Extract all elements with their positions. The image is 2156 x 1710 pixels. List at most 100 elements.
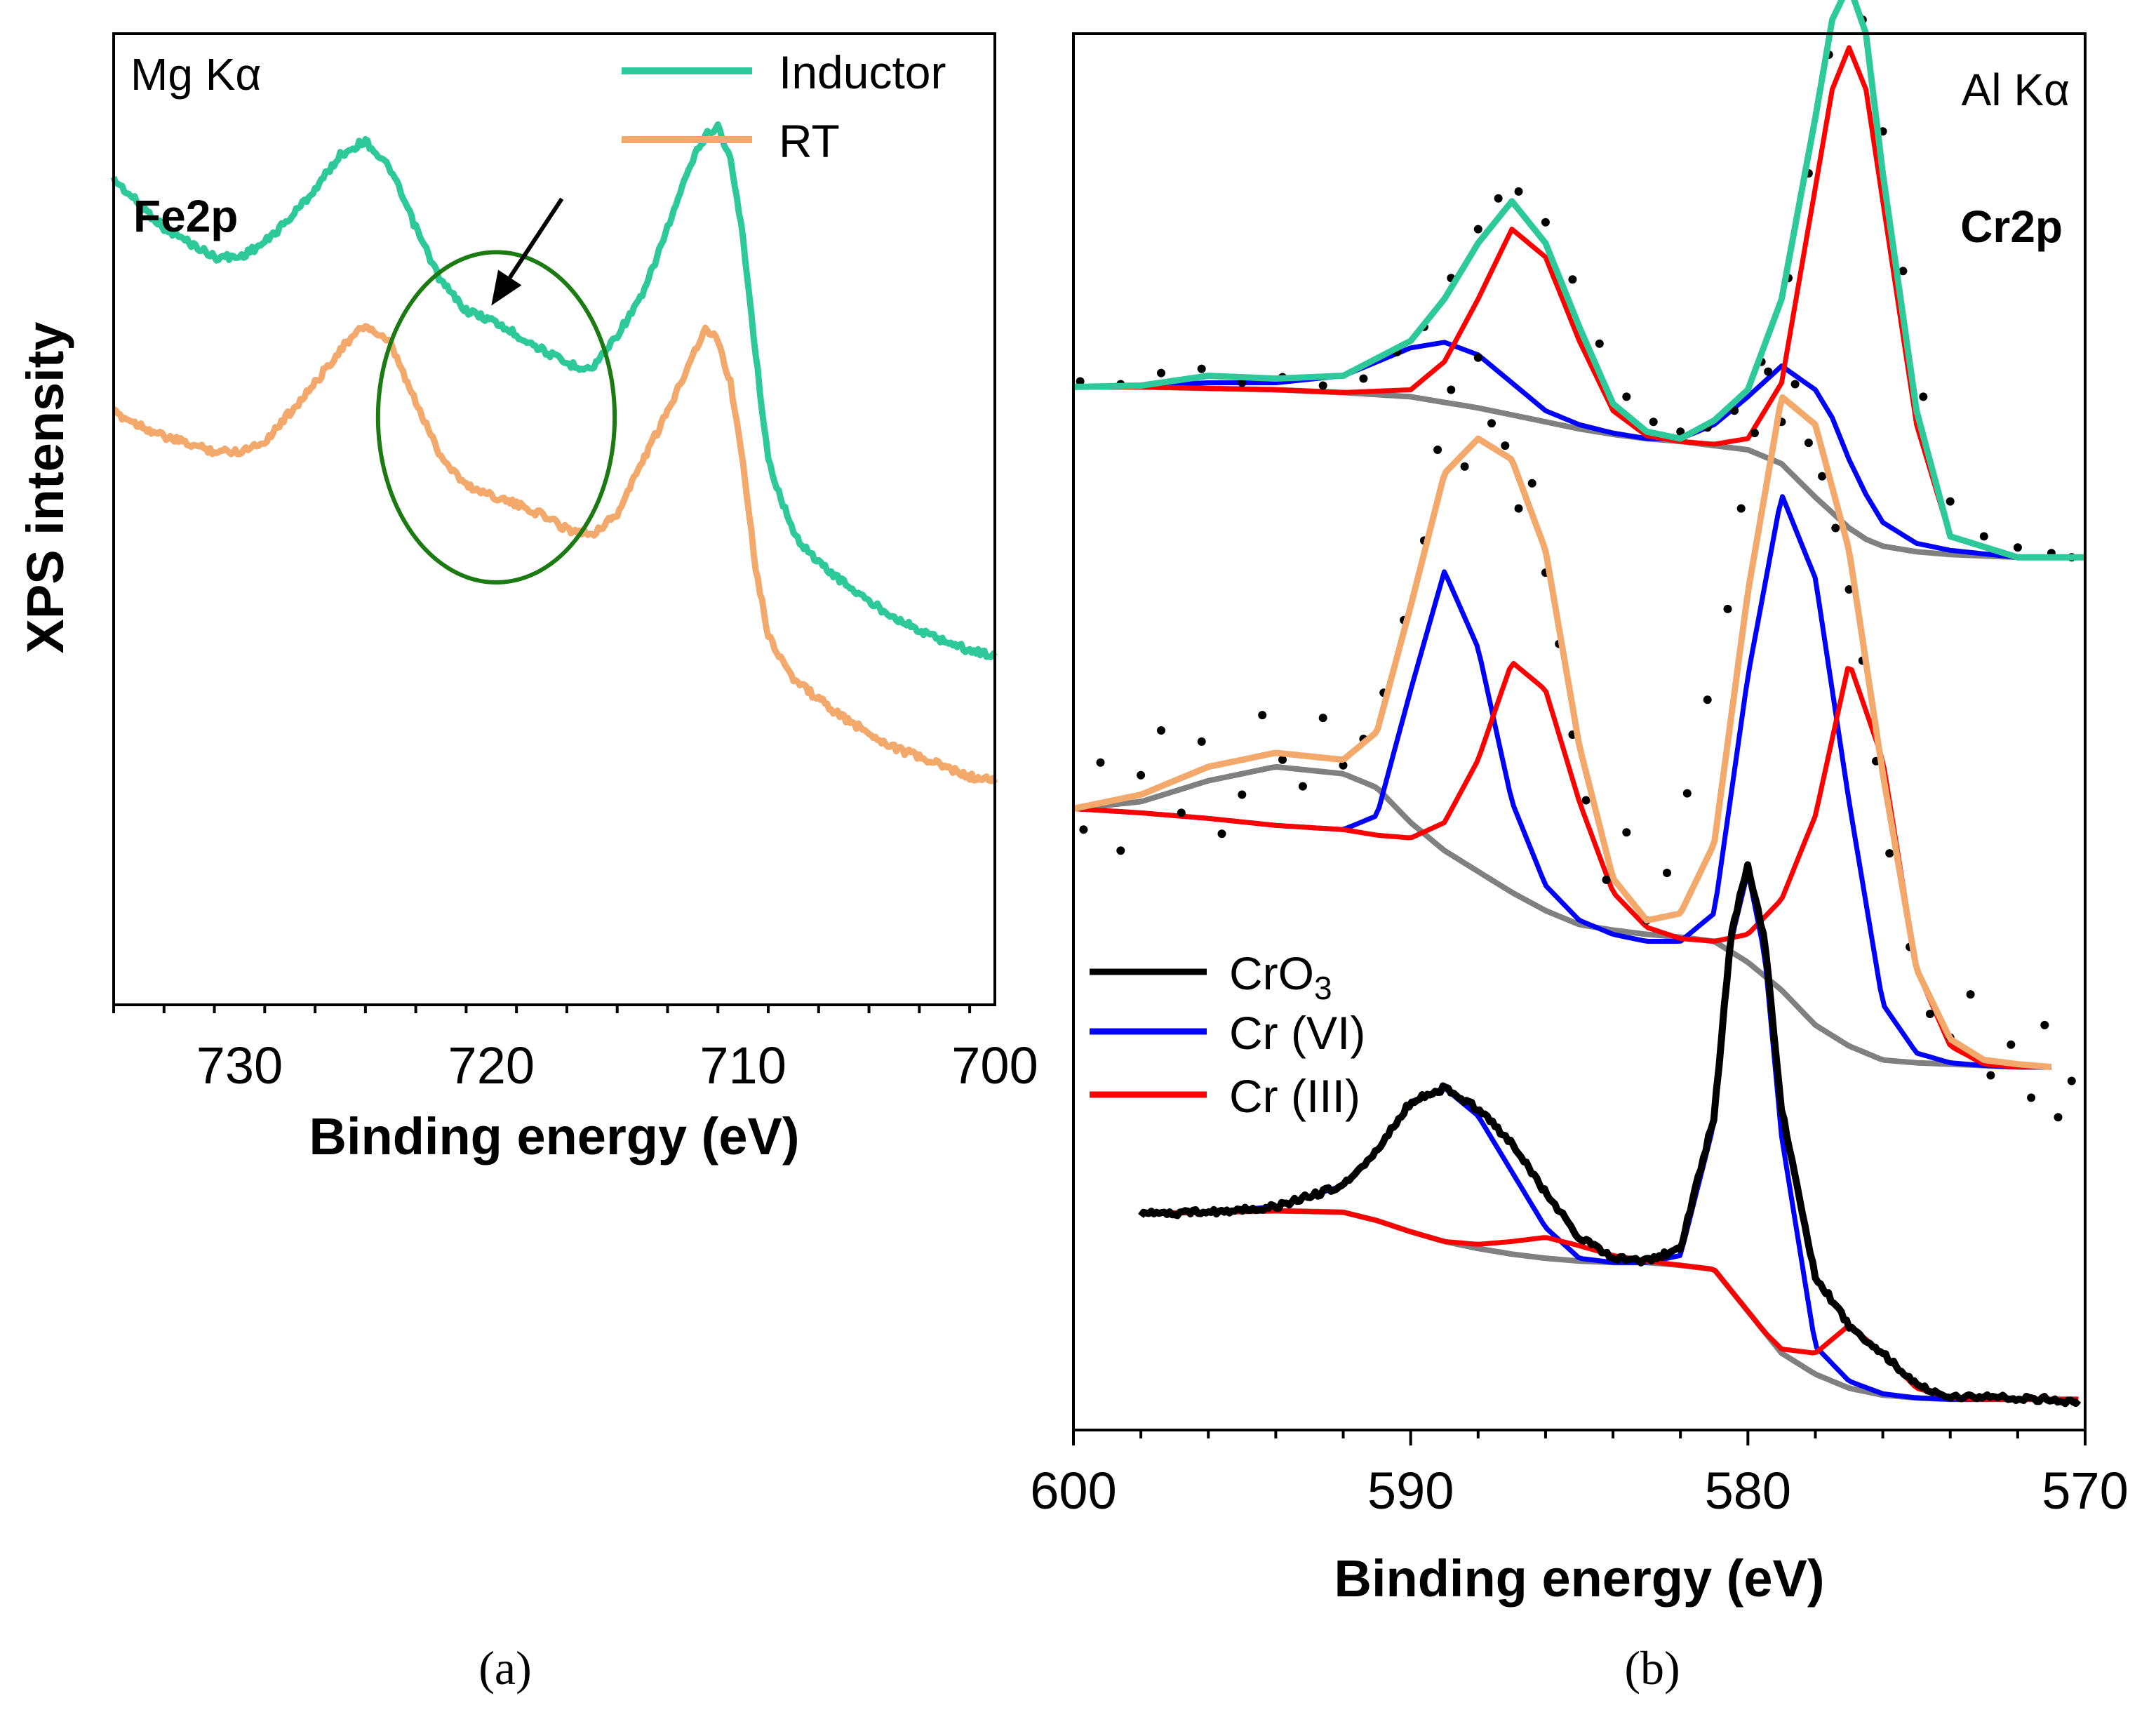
panel-b-xtick-label: 570 [2042, 1462, 2128, 1520]
panel-a-xtick-label: 720 [448, 1036, 535, 1095]
spectrum-0-data-point [1541, 218, 1550, 227]
spectrum-1-data-point [1663, 869, 1671, 877]
panel-a-xlabel: Binding energy (eV) [309, 1107, 800, 1165]
spectrum-1-data-point [1298, 782, 1307, 791]
panel-a-region-label: Fe2p [133, 191, 238, 241]
series-rt-line [112, 323, 998, 784]
spectrum-0-data-point [1359, 374, 1368, 383]
spectrum-1-data-point [1501, 441, 1510, 450]
legend-label-cr-vi: Cr (VI) [1229, 1007, 1365, 1059]
spectrum-1-data-point [1527, 479, 1536, 488]
spectrum-1-data-point [1790, 380, 1800, 389]
spectrum-1-data-point [1137, 770, 1146, 780]
spectrum-1-data-point [1278, 755, 1287, 764]
legend-label-inductor: Inductor [779, 46, 946, 98]
legend-label-cro3: CrO3 [1229, 947, 1332, 1006]
spectrum-1-data-point [1447, 385, 1456, 394]
spectrum-2 [1138, 861, 2082, 1408]
spectrum-0-data-point [1197, 364, 1206, 373]
spectrum-1 [1073, 353, 2076, 1122]
panel-b-source-label: Al Kα [1962, 65, 2070, 115]
spectrum-1-data-point [1844, 585, 1854, 594]
panel-b-spectra [1073, 0, 2086, 1408]
spectrum-0-data-point [2013, 543, 2022, 552]
spectrum-0-data-point [1676, 427, 1685, 436]
spectrum-1-data-point [1602, 875, 1611, 884]
legend-label-cro3-main: CrO [1229, 947, 1314, 999]
spectrum-0-data-point [1318, 381, 1327, 390]
spectrum-0-data-point [1946, 497, 1955, 506]
spectrum-0-data-point [1979, 532, 1988, 541]
panel-b-xtick-label: 580 [1705, 1462, 1791, 1520]
panel-b-frame [1072, 32, 2087, 1431]
spectrum-1-data-point [1473, 353, 1482, 362]
panel-b-legend: CrO3 Cr (VI) Cr (III) [1090, 947, 1365, 1122]
spectrum-1-data-point [1217, 829, 1226, 839]
spectrum-1-envelope [1073, 394, 2052, 1071]
panel-a-series [110, 121, 998, 784]
spectrum-1-data-point [1177, 808, 1186, 817]
spectrum-1-background [1073, 764, 2051, 1070]
legend-label-rt: RT [779, 115, 840, 167]
spectrum-1-data-point [1096, 758, 1105, 767]
spectrum-1-data-point [2054, 1113, 2063, 1122]
series-inductor-line [110, 121, 998, 660]
panel-a-ylabel: XPS intensity [16, 322, 74, 654]
spectrum-1-data-point [1238, 790, 1247, 799]
spectrum-0-data-point [1595, 339, 1604, 348]
spectrum-1-data-point [1514, 504, 1523, 513]
spectrum-2-background [1141, 1208, 2079, 1403]
spectrum-1-data-point [2040, 1020, 2049, 1029]
panel-a-letter: (a) [478, 1641, 531, 1695]
legend-label-cro3-sub: 3 [1314, 970, 1332, 1006]
spectrum-1-data-point [1197, 737, 1206, 746]
spectrum-1-data-point [1750, 429, 1759, 438]
spectrum-1-data-point [1804, 439, 1813, 448]
panel-a-frame [112, 32, 996, 1006]
panel-a-legend: Inductor RT [622, 46, 946, 167]
spectrum-1-data-point [2007, 1040, 2016, 1049]
spectrum-1-data-point [1116, 846, 1125, 855]
panel-b-region-label: Cr2p [1960, 201, 2063, 252]
spectrum-0-data-point [1076, 377, 1085, 386]
spectrum-0-data-point [1899, 267, 1908, 276]
annotation-arrow [491, 197, 564, 306]
spectrum-1-data-point [1339, 761, 1348, 770]
spectrum-1-data-point [1885, 849, 1894, 858]
panel-b-xtick-label: 590 [1367, 1462, 1454, 1520]
spectrum-1-data-point [1736, 504, 1746, 513]
spectrum-0-data-point [1494, 194, 1503, 203]
spectrum-0-envelope [1073, 0, 2086, 561]
spectrum-1-data-point [1460, 462, 1469, 471]
panel-a-xtick-label: 700 [951, 1036, 1038, 1095]
spectrum-2-envelope [1138, 861, 2082, 1408]
spectrum-1-data-point [1581, 796, 1591, 805]
spectrum-0-data-point [1730, 406, 1739, 415]
spectrum-1-data-point [1157, 726, 1165, 735]
panel-a-source-label: Mg Kα [130, 49, 261, 100]
spectrum-1-data-point [1433, 446, 1442, 454]
spectrum-1-data-point [1318, 714, 1327, 723]
panel-a-ticks: 730 720 710 700 [112, 1005, 1038, 1095]
spectrum-1-data-point [1258, 711, 1267, 720]
highlight-ellipse [375, 250, 617, 585]
spectrum-1-data-point [1487, 419, 1496, 428]
spectrum-1-data-point [1831, 523, 1840, 533]
spectrum-1-data-point [1818, 472, 1827, 481]
spectrum-0-data-point [1568, 275, 1577, 284]
spectrum-1-data-point [1986, 1071, 1995, 1080]
spectrum-1-data-point [1682, 789, 1692, 798]
spectrum-1-data-point [2067, 1076, 2076, 1086]
panel-b-ticks: 600 590 580 570 [1030, 1430, 2129, 1520]
spectrum-1-data-point [1622, 828, 1631, 837]
spectrum-0-data-point [1157, 368, 1165, 378]
spectrum-1-data-point [1723, 604, 1732, 613]
spectrum-0-data-point [1238, 378, 1247, 387]
spectrum-1-data-point [1079, 825, 1088, 834]
spectrum-0-data-point [1622, 392, 1631, 401]
spectrum-1-data-point [1703, 695, 1712, 704]
panel-a-xtick-label: 730 [196, 1036, 283, 1095]
spectrum-1-cr-vi-component [1073, 494, 2051, 1070]
panel-a-xtick-label: 710 [699, 1036, 786, 1095]
